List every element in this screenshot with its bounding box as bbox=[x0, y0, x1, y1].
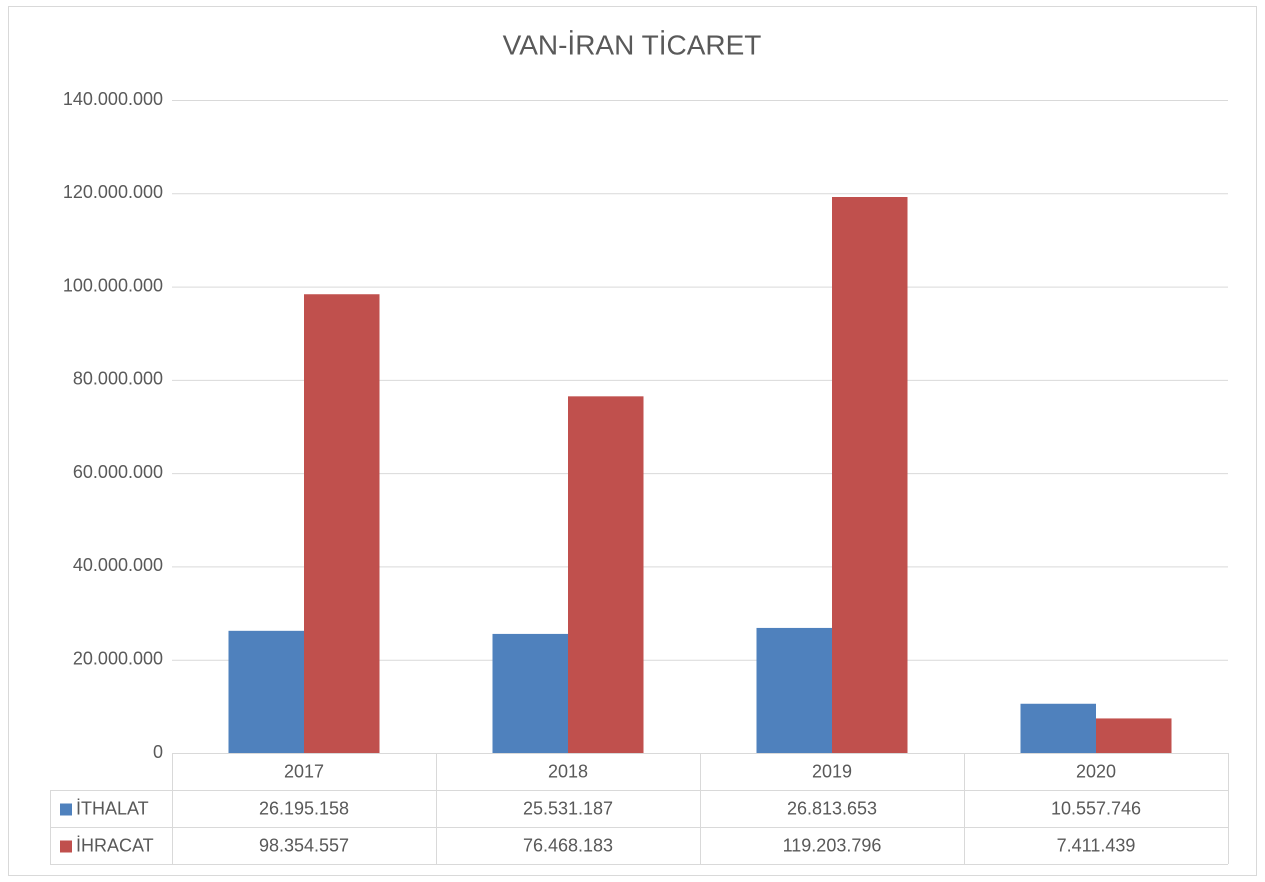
bar bbox=[832, 196, 908, 753]
legend-label: İTHALAT bbox=[76, 798, 149, 818]
table-value: 26.195.158 bbox=[259, 798, 349, 818]
bar bbox=[1096, 718, 1172, 753]
table-value: 25.531.187 bbox=[523, 798, 613, 818]
table-value: 119.203.796 bbox=[783, 835, 882, 855]
bar bbox=[756, 627, 832, 753]
table-value: 7.411.439 bbox=[1057, 835, 1136, 855]
table-value: 26.813.653 bbox=[787, 798, 877, 818]
table-value: 98.354.557 bbox=[259, 835, 349, 855]
x-tick-label: 2018 bbox=[548, 761, 588, 781]
x-tick-label: 2020 bbox=[1076, 761, 1116, 781]
chart-title: VAN-İRAN TİCARET bbox=[503, 29, 762, 60]
bar bbox=[1020, 703, 1096, 753]
y-tick-label: 80.000.000 bbox=[73, 369, 163, 389]
y-tick-label: 40.000.000 bbox=[73, 555, 163, 575]
table-value: 76.468.183 bbox=[523, 835, 613, 855]
y-tick-label: 0 bbox=[153, 742, 163, 762]
bar bbox=[492, 633, 568, 753]
y-tick-label: 140.000.000 bbox=[63, 89, 163, 109]
bar bbox=[228, 630, 304, 753]
legend-key bbox=[60, 803, 72, 816]
table-value: 10.557.746 bbox=[1051, 798, 1141, 818]
legend-label: İHRACAT bbox=[76, 835, 154, 855]
legend-key bbox=[60, 840, 72, 853]
y-tick-label: 100.000.000 bbox=[63, 275, 163, 295]
x-tick-label: 2019 bbox=[812, 761, 852, 781]
bar bbox=[304, 294, 380, 753]
y-tick-label: 60.000.000 bbox=[73, 462, 163, 482]
bar bbox=[568, 396, 644, 753]
y-tick-label: 120.000.000 bbox=[63, 182, 163, 202]
y-tick-label: 20.000.000 bbox=[73, 648, 163, 668]
x-tick-label: 2017 bbox=[284, 761, 324, 781]
